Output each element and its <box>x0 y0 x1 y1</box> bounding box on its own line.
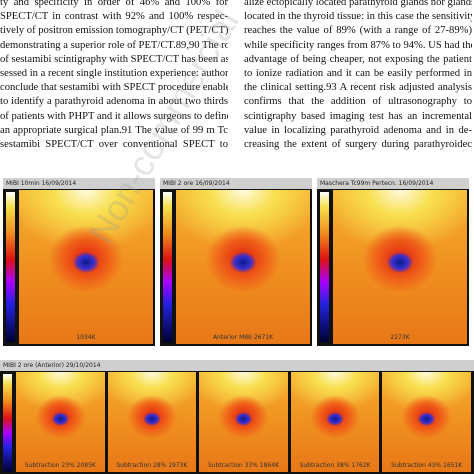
text-line: confirms that the addition of ultrasonog… <box>244 96 472 108</box>
scan-panel: Maschera Tc99m Pertecn. 16/09/2014 2273K <box>317 178 469 346</box>
scan-image: Anterior MIBI 2671K <box>176 190 310 344</box>
panel-header: MIBI 2 ore 16/09/2014 <box>160 178 312 189</box>
scan-panel: MIBI 2 ore 16/09/2014 Anterior MIBI 2671K <box>160 178 312 346</box>
scan-image: Subtraction 33% 1864K <box>199 372 288 472</box>
panel-footer: Subtraction 43% 1651K <box>391 462 463 469</box>
panel-header: MIBI 10min 16/09/2014 <box>3 178 155 189</box>
text-line: sestamibi SPECT/CT over conventional SPE… <box>0 139 228 151</box>
text-line: advantage of being cheaper, not exposing… <box>244 53 472 65</box>
text-line: demonstrating a superior role of PET/CT.… <box>0 39 228 51</box>
panel-footer: Subtraction 28% 1973K <box>116 462 188 469</box>
panel-footer: 2273K <box>390 334 410 341</box>
color-scale <box>320 192 329 342</box>
text-line: scintigraphy based imaging test has an i… <box>244 110 472 122</box>
scan-panel: MIBI 10min 16/09/2014 1034K <box>3 178 155 346</box>
text-line: to ionize radiation and it can be easily… <box>244 68 472 80</box>
scan-image: Subtraction 28% 1973K <box>107 372 197 472</box>
color-scale <box>3 374 12 472</box>
panel-footer: Anterior MIBI 2671K <box>212 334 274 341</box>
panel-footer: Subtraction 23% 2085K <box>24 462 96 469</box>
text-line: the clinical setting.93 A recent risk ad… <box>244 82 472 94</box>
scan-row: MIBI 2 ore (Anterior) 29/10/2014 Subtract… <box>0 360 474 474</box>
text-column: ty and specificity in order of 46% and 1… <box>0 0 228 152</box>
text-line: value in localizing parathyroid adenoma … <box>244 124 472 136</box>
text-line: sessed in a recent single institution ex… <box>0 68 228 80</box>
text-line: an appropriate surgical plan.91 The valu… <box>0 124 228 136</box>
text-line: of patients with PHPT and it allows surg… <box>0 110 228 122</box>
text-line: while specificity ranges from 87% to 94%… <box>244 39 472 51</box>
text-line: of sestamibi scintigraphy with SPECT/CT … <box>0 53 228 65</box>
panel-header: Maschera Tc99m Pertecn. 16/09/2014 <box>317 178 469 189</box>
text-line: tively of positron emission tomography/C… <box>0 25 228 37</box>
panel-footer: Subtraction 38% 1762K <box>299 462 371 469</box>
scan-image: Subtraction 23% 2085K <box>16 372 105 472</box>
scan-image: Subtraction 38% 1762K <box>290 372 380 472</box>
text-line: to identify a parathyroid adenoma in abo… <box>0 96 228 108</box>
row-header: MIBI 2 ore (Anterior) 29/10/2014 <box>0 360 474 371</box>
text-line: reaches the value of 89% (with a range o… <box>244 25 472 37</box>
scan-image: Subtraction 43% 1651K <box>382 372 471 472</box>
panel-footer: 1034K <box>76 334 96 341</box>
text-line: ty and specificity in order of 46% and 1… <box>0 0 228 8</box>
color-scale <box>163 192 172 342</box>
color-scale <box>6 192 15 342</box>
scan-image: 2273K <box>333 190 467 344</box>
text-line: located in the thyroid tissue: in this c… <box>244 11 472 23</box>
text-column: alize ectopically located parathyroid gl… <box>244 0 472 152</box>
text-line: creasing the extent of surgery during pa… <box>244 139 472 151</box>
text-line: conclude that sestamibi with SPECT proce… <box>0 82 228 94</box>
panel-footer: Subtraction 33% 1864K <box>207 462 280 469</box>
text-line: alize ectopically located parathyroid gl… <box>244 0 472 8</box>
text-line: SPECT/CT in contrast with 92% and 100% r… <box>0 11 228 23</box>
scan-image: 1034K <box>19 190 153 344</box>
